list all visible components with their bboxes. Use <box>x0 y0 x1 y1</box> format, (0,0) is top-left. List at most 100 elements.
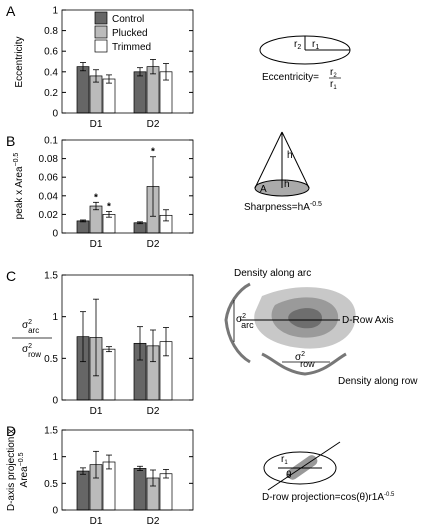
y-tick-label: 1.5 <box>44 426 58 437</box>
sharpness-diagram: h h A Sharpness=hA-0.5 <box>244 131 322 213</box>
h-base-label: h <box>284 179 290 190</box>
legend-swatch <box>94 39 108 53</box>
formula: Sharpness=hA-0.5 <box>244 201 322 213</box>
x-tick-label: D1 <box>90 406 103 417</box>
sub: arc <box>28 326 39 335</box>
sym: σ <box>22 320 29 331</box>
significance-mark: * <box>151 147 155 158</box>
y-label-text: Area <box>19 466 30 488</box>
panel-label: D <box>6 423 16 439</box>
y-label-text: peak x Area <box>14 166 25 219</box>
bar <box>102 348 116 401</box>
x-tick-label: D1 <box>90 516 103 524</box>
x-tick-label: D1 <box>90 119 103 130</box>
arc-sigma: σ2 arc <box>236 313 254 330</box>
row-sigma: σ2 row <box>295 351 315 369</box>
arc-title: Density along arc <box>234 268 311 279</box>
legend-swatch <box>94 11 108 25</box>
y-label-sup: −0.5 <box>13 153 20 167</box>
ellipse <box>263 451 337 485</box>
cone-side <box>254 131 283 189</box>
y-label-sup: −0.5 <box>18 452 25 466</box>
panel-label: C <box>6 268 16 284</box>
blob-inner <box>288 308 322 329</box>
y-label: Eccentricity <box>14 36 25 87</box>
significance-mark: * <box>94 192 98 203</box>
y-tick-label: 1 <box>52 6 58 17</box>
y-label-den: σ2 row <box>22 343 41 359</box>
h-label: h <box>287 150 293 161</box>
bar <box>76 220 90 234</box>
x-tick-label: D2 <box>147 516 160 524</box>
r2-label: r2 <box>294 39 301 51</box>
y-tick-label: 0.02 <box>39 210 59 221</box>
y-tick-label: 0.5 <box>44 479 58 490</box>
y-tick-label: 0.04 <box>39 191 59 202</box>
bar <box>102 78 116 114</box>
diagonal <box>267 441 341 491</box>
sym: σ <box>22 344 29 355</box>
legend-label: Trimmed <box>112 42 151 53</box>
plot-frame <box>61 9 194 114</box>
x-tick-label: D2 <box>147 239 160 250</box>
plot-frame <box>61 274 194 401</box>
y-tick-label: 0.06 <box>39 173 59 184</box>
row-title: Density along row <box>338 376 418 387</box>
cone-side <box>281 131 310 189</box>
y-tick-label: 0.2 <box>44 88 58 99</box>
legend-swatch <box>94 25 108 39</box>
formula: D-row projection=cos(θ)r1A-0.5 <box>262 492 395 503</box>
y-label: Area−0.5 <box>18 452 30 487</box>
y-tick-label: 0 <box>52 506 58 517</box>
formula: Eccentricity= <box>262 72 319 83</box>
panel-label: B <box>6 133 15 149</box>
y-tick-label: 0 <box>52 229 58 240</box>
area-label: A <box>260 184 267 195</box>
row-profile <box>261 352 347 376</box>
panel-label: A <box>6 3 16 19</box>
x-tick-label: D2 <box>147 119 160 130</box>
plot-frame <box>61 139 194 234</box>
y-tick-label: 1 <box>52 312 58 323</box>
y-tick-label: 0.5 <box>44 354 58 365</box>
sub: row <box>28 350 41 359</box>
eccentricity-diagram: r2 r1 Eccentricity= r2 r1 <box>259 35 351 91</box>
bar <box>159 473 173 511</box>
y-label: D-axis projection x <box>6 429 17 511</box>
y-tick-label: 0.8 <box>44 26 58 37</box>
projection-diagram: r1 θ D-row projection=cos(θ)r1A-0.5 <box>262 441 395 503</box>
y-tick-label: 0.6 <box>44 47 58 58</box>
y-label: peak x Area−0.5 <box>13 153 25 220</box>
y-tick-label: 0 <box>52 109 58 120</box>
sup: 2 <box>28 319 32 326</box>
y-tick-label: 0.4 <box>44 67 58 78</box>
significance-mark: * <box>107 202 111 213</box>
theta-label: θ <box>286 470 292 481</box>
sup: 2 <box>28 343 32 350</box>
y-tick-label: 1.5 <box>44 271 58 282</box>
y-label-num: σ2 arc <box>22 319 39 335</box>
density-diagram: Density along arc D-Row Axis σ2 arc σ2 row… <box>224 268 418 387</box>
bar <box>133 468 147 511</box>
axis-label: D-Row Axis <box>342 315 394 326</box>
y-tick-label: 0.08 <box>39 154 59 165</box>
x-tick-label: D1 <box>90 239 103 250</box>
bar <box>133 71 147 114</box>
y-tick-label: 0 <box>52 396 58 407</box>
y-tick-label: 1 <box>52 452 58 463</box>
formula-num: r2 <box>330 67 337 79</box>
bar <box>133 222 147 234</box>
bar <box>76 470 90 511</box>
y-tick-label: 0.1 <box>44 136 58 147</box>
r1-label: r1 <box>312 39 319 51</box>
arc-profile <box>224 282 251 364</box>
legend-label: Plucked <box>112 28 148 39</box>
bar <box>76 66 90 114</box>
r1-label: r1 <box>281 454 288 466</box>
y-label-fraction: σ2 arc σ2 row <box>12 319 52 359</box>
x-tick-label: D2 <box>147 406 160 417</box>
formula-den: r1 <box>330 79 337 91</box>
plot-frame <box>61 429 194 511</box>
legend-label: Control <box>112 14 144 25</box>
